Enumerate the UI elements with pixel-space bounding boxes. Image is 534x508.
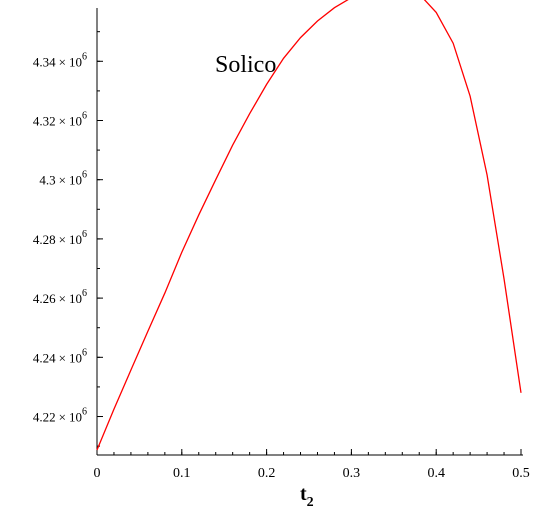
x-tick-label: 0.5 [512, 466, 530, 481]
y-tick-label: 4.26 × 106 [33, 288, 87, 306]
y-tick-label: 4.32 × 106 [33, 110, 87, 128]
y-axis-ticks: 4.22 × 106 4.24 × 106 4.26 × 106 4.28 × 106 4.3 × 106 4… [33, 31, 103, 447]
axes [96, 8, 523, 456]
x-axis-label: t2 [300, 483, 314, 508]
x-tick-label: 0.1 [173, 466, 191, 481]
y-tick-label: 4.34 × 106 [33, 51, 87, 69]
y-tick-label: 4.22 × 106 [33, 407, 87, 425]
x-axis-ticks: 0 0.1 0.2 0.3 0.4 0.5 [94, 449, 530, 481]
x-axis-label-subscript: 2 [307, 495, 314, 508]
x-tick-label: 0.3 [343, 466, 361, 481]
series-line-0 [96, 0, 522, 451]
y-tick-label: 4.24 × 106 [33, 347, 87, 365]
x-tick-label: 0 [94, 466, 101, 481]
x-axis-label-main: t [300, 483, 307, 505]
series-group [96, 0, 522, 451]
x-tick-label: 0.4 [427, 466, 445, 481]
y-tick-label: 4.3 × 106 [39, 170, 87, 188]
curve-annotation: Solico [215, 52, 276, 78]
y-tick-label: 4.28 × 106 [33, 229, 87, 247]
x-tick-label: 0.2 [258, 466, 276, 481]
